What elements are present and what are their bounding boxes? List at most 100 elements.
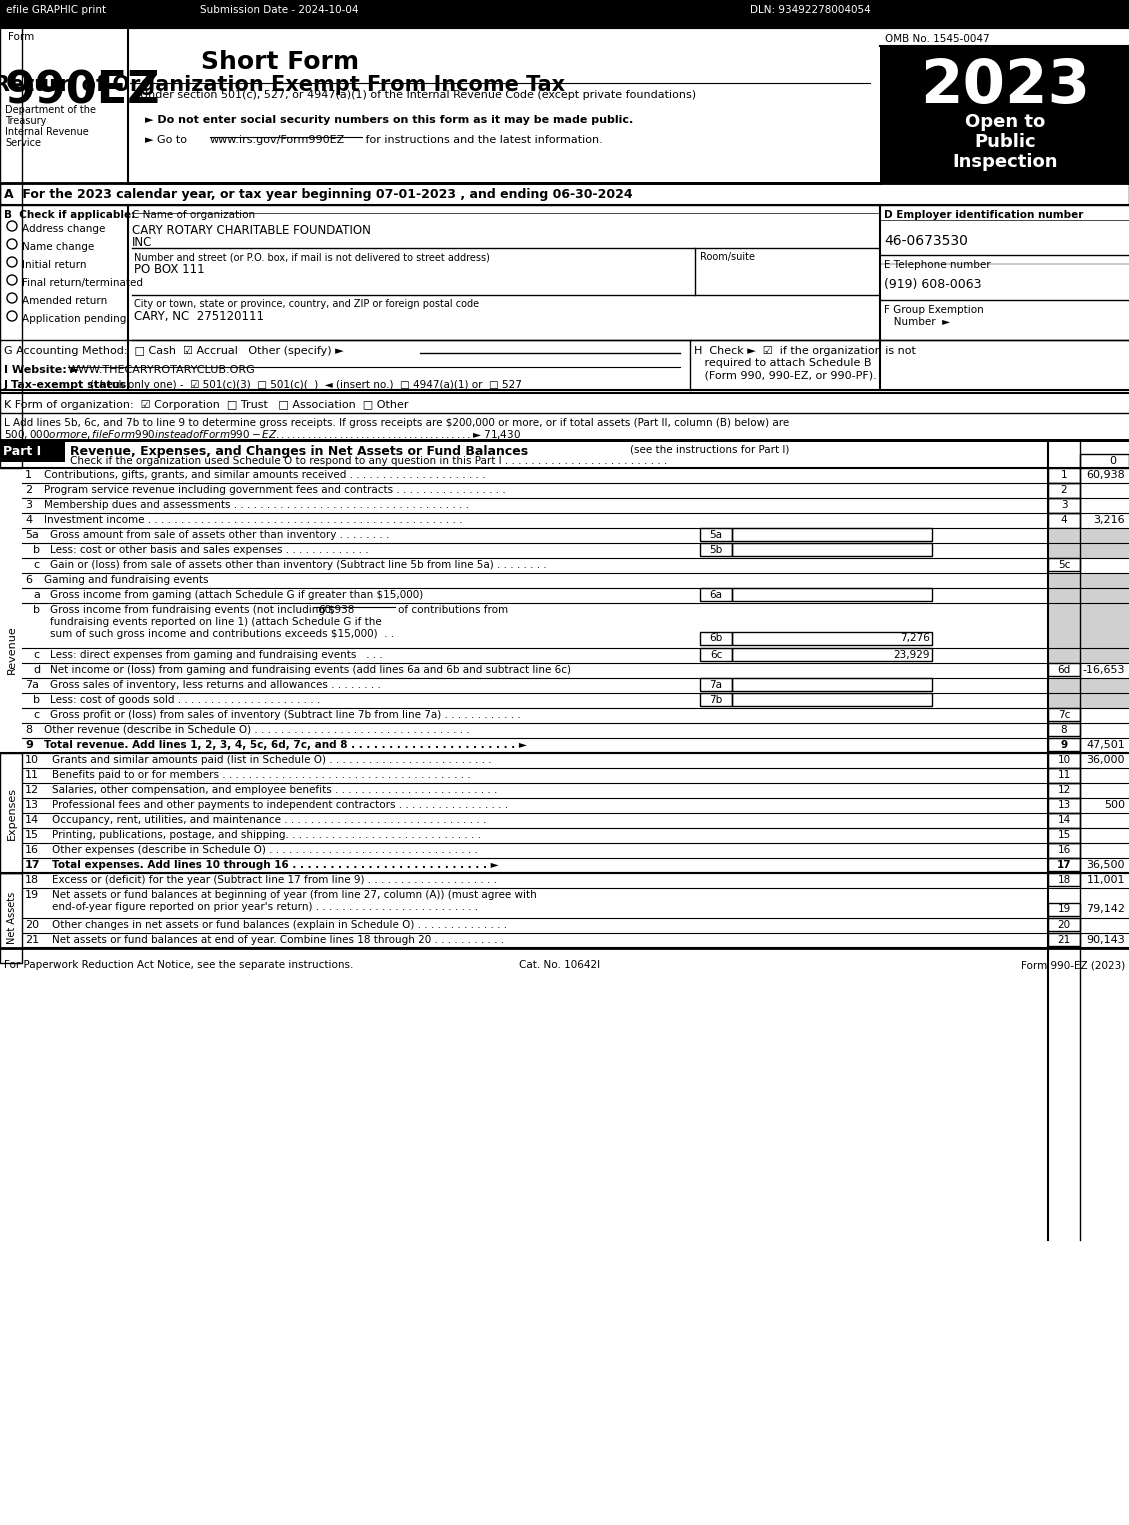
Text: 9: 9	[1060, 740, 1068, 750]
Text: G Accounting Method:  □ Cash  ☑ Accrual   Other (specify) ►: G Accounting Method: □ Cash ☑ Accrual Ot…	[5, 346, 343, 355]
Text: 0: 0	[1110, 456, 1117, 467]
Bar	[732, 543, 933, 557]
Text: ► Go to: ► Go to	[145, 136, 191, 145]
Bar	[1048, 512, 1080, 528]
Bar	[700, 543, 732, 557]
Text: 15: 15	[1058, 830, 1070, 840]
Bar	[1048, 903, 1080, 917]
Text: 7a: 7a	[709, 680, 723, 689]
Text: Name change: Name change	[21, 242, 94, 252]
Text: Return of Organization Exempt From Income Tax: Return of Organization Exempt From Incom…	[0, 75, 566, 95]
Bar	[700, 631, 732, 645]
Text: Gain or (loss) from sale of assets other than inventory (Subtract line 5b from l: Gain or (loss) from sale of assets other…	[50, 560, 546, 570]
Text: 17: 17	[25, 860, 41, 869]
Bar	[0, 0, 1129, 27]
Text: DLN: 93492278004054: DLN: 93492278004054	[750, 5, 870, 15]
Text: 7a: 7a	[25, 680, 40, 689]
Text: K Form of organization:  ☑ Corporation  □ Trust   □ Association  □ Other: K Form of organization: ☑ Corporation □ …	[5, 400, 409, 410]
Text: 10: 10	[25, 755, 40, 766]
Text: required to attach Schedule B: required to attach Schedule B	[694, 358, 872, 368]
Text: Less: direct expenses from gaming and fundraising events   . . .: Less: direct expenses from gaming and fu…	[50, 650, 383, 660]
Text: 13: 13	[1058, 801, 1070, 810]
Bar	[1048, 589, 1129, 602]
Bar	[0, 441, 65, 462]
Bar	[0, 18, 21, 468]
Text: 5a: 5a	[709, 531, 723, 540]
Text: Other changes in net assets or fund balances (explain in Schedule O) . . . . . .: Other changes in net assets or fund bala…	[52, 920, 507, 930]
Text: 3,216: 3,216	[1093, 515, 1124, 525]
Text: 36,500: 36,500	[1086, 860, 1124, 869]
Text: 5a: 5a	[25, 531, 38, 540]
Bar	[700, 679, 732, 691]
Text: Public: Public	[974, 133, 1035, 151]
Text: 7,276: 7,276	[900, 633, 930, 644]
Text: 19: 19	[1058, 904, 1070, 913]
Text: Internal Revenue: Internal Revenue	[5, 127, 89, 137]
Text: 6c: 6c	[710, 650, 723, 660]
Text: sum of such gross income and contributions exceeds $15,000)  . .: sum of such gross income and contributio…	[50, 628, 394, 639]
Text: Grants and similar amounts paid (list in Schedule O) . . . . . . . . . . . . . .: Grants and similar amounts paid (list in…	[52, 755, 491, 766]
Bar	[1048, 782, 1080, 798]
Bar	[732, 692, 933, 706]
Text: 990EZ: 990EZ	[5, 70, 160, 113]
Bar	[1048, 528, 1129, 543]
Bar	[1048, 843, 1080, 859]
Text: 8: 8	[1060, 724, 1067, 735]
Text: Occupancy, rent, utilities, and maintenance . . . . . . . . . . . . . . . . . . : Occupancy, rent, utilities, and maintena…	[52, 814, 487, 825]
Text: Revenue: Revenue	[7, 625, 17, 674]
Text: Gross profit or (loss) from sales of inventory (Subtract line 7b from line 7a) .: Gross profit or (loss) from sales of inv…	[50, 711, 520, 720]
Text: $500,000 or more, file Form 990 instead of Form 990-EZ . . . . . . . . . . . . .: $500,000 or more, file Form 990 instead …	[5, 429, 522, 441]
Text: -16,653: -16,653	[1083, 665, 1124, 676]
Text: Gross income from fundraising events (not including $: Gross income from fundraising events (no…	[50, 605, 335, 615]
Text: Address change: Address change	[21, 224, 105, 233]
Text: 7c: 7c	[1058, 711, 1070, 720]
Bar	[1048, 692, 1129, 708]
Text: 2: 2	[25, 485, 32, 496]
Text: 47,501: 47,501	[1086, 740, 1124, 750]
Text: Submission Date - 2024-10-04: Submission Date - 2024-10-04	[200, 5, 359, 15]
Text: 3: 3	[1060, 500, 1067, 509]
Text: Excess or (deficit) for the year (Subtract line 17 from line 9) . . . . . . . . : Excess or (deficit) for the year (Subtra…	[52, 875, 497, 884]
Bar	[879, 0, 1129, 27]
Text: Short Form: Short Form	[201, 50, 359, 75]
Text: Investment income . . . . . . . . . . . . . . . . . . . . . . . . . . . . . . . : Investment income . . . . . . . . . . . …	[44, 515, 463, 525]
Bar	[0, 0, 1129, 27]
Text: 5c: 5c	[1058, 560, 1070, 570]
Text: D Employer identification number: D Employer identification number	[884, 210, 1084, 220]
Text: Total expenses. Add lines 10 through 16 . . . . . . . . . . . . . . . . . . . . : Total expenses. Add lines 10 through 16 …	[52, 860, 499, 869]
Text: 17: 17	[1057, 860, 1071, 869]
Bar	[1048, 723, 1080, 737]
Bar	[732, 648, 933, 660]
Text: Program service revenue including government fees and contracts . . . . . . . . : Program service revenue including govern…	[44, 485, 506, 496]
Text: Gross amount from sale of assets other than inventory . . . . . . . .: Gross amount from sale of assets other t…	[50, 531, 390, 540]
Bar	[0, 872, 21, 962]
Bar	[700, 528, 732, 541]
Bar	[732, 679, 933, 691]
Text: 11: 11	[25, 770, 40, 779]
Text: 18: 18	[1058, 875, 1070, 884]
Text: 6b: 6b	[709, 633, 723, 644]
Text: B  Check if applicable:: B Check if applicable:	[5, 210, 135, 220]
Text: Net assets or fund balances at beginning of year (from line 27, column (A)) (mus: Net assets or fund balances at beginning…	[52, 891, 536, 900]
Text: Service: Service	[5, 137, 41, 148]
Text: 14: 14	[1058, 814, 1070, 825]
Text: Professional fees and other payments to independent contractors . . . . . . . . : Professional fees and other payments to …	[52, 801, 508, 810]
Text: Salaries, other compensation, and employee benefits . . . . . . . . . . . . . . : Salaries, other compensation, and employ…	[52, 785, 498, 795]
Text: 12: 12	[1058, 785, 1070, 795]
Text: 2: 2	[1060, 485, 1067, 496]
Text: end-of-year figure reported on prior year's return) . . . . . . . . . . . . . . : end-of-year figure reported on prior yea…	[52, 901, 478, 912]
Bar	[0, 441, 1129, 462]
Text: Number and street (or P.O. box, if mail is not delivered to street address): Number and street (or P.O. box, if mail …	[134, 252, 490, 262]
Text: (Form 990, 990-EZ, or 990-PF).: (Form 990, 990-EZ, or 990-PF).	[694, 371, 877, 380]
Text: For Paperwork Reduction Act Notice, see the separate instructions.: For Paperwork Reduction Act Notice, see …	[5, 961, 353, 970]
Bar	[1048, 753, 1080, 769]
Text: Contributions, gifts, grants, and similar amounts received . . . . . . . . . . .: Contributions, gifts, grants, and simila…	[44, 470, 485, 480]
Text: 10: 10	[1058, 755, 1070, 766]
Text: 18: 18	[25, 875, 40, 884]
Bar	[732, 528, 933, 541]
Text: A  For the 2023 calendar year, or tax year beginning 07-01-2023 , and ending 06-: A For the 2023 calendar year, or tax yea…	[5, 188, 632, 201]
Text: 11: 11	[1058, 770, 1070, 779]
Bar	[700, 589, 732, 601]
Text: 4: 4	[25, 515, 32, 525]
Text: Less: cost or other basis and sales expenses . . . . . . . . . . . . .: Less: cost or other basis and sales expe…	[50, 544, 369, 555]
